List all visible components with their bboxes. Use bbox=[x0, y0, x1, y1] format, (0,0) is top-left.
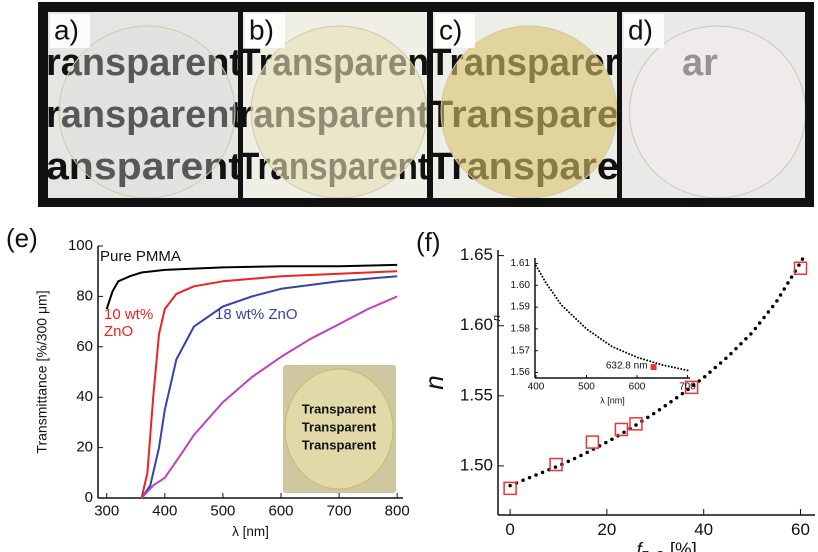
x-tick-label: 800 bbox=[385, 502, 410, 519]
y-axis-label: Transmittance [%/300 μm] bbox=[34, 290, 50, 453]
photo-panel: ar d) bbox=[622, 12, 806, 198]
figure: ransparentransparentansparenta)Transpare… bbox=[0, 0, 818, 552]
photo-panel: TransparenransparentTransparentb) bbox=[239, 12, 429, 198]
y-tick-label: 40 bbox=[76, 388, 93, 405]
x-tick-label: 20 bbox=[597, 520, 616, 539]
annotation-marker bbox=[651, 364, 657, 370]
y-tick-label: 1.50 bbox=[460, 455, 493, 474]
panel-label: d) bbox=[628, 14, 653, 45]
series-line bbox=[510, 254, 805, 485]
series-label: Pure PMMA bbox=[100, 248, 220, 265]
y-tick-label: 1.59 bbox=[511, 302, 531, 313]
sample-disc bbox=[59, 26, 235, 198]
x-tick-label: 600 bbox=[629, 382, 646, 393]
x-tick-label: 500 bbox=[578, 382, 595, 393]
x-tick-label: 700 bbox=[327, 502, 352, 519]
x-axis-label: fZnO[%] bbox=[637, 539, 697, 552]
x-axis-label: λ [nm] bbox=[232, 524, 269, 539]
y-tick-label: 1.58 bbox=[511, 324, 531, 335]
x-label-unit: [%] bbox=[670, 539, 697, 552]
series-label: 10 wt% ZnO bbox=[104, 306, 156, 340]
x-tick-label: 600 bbox=[268, 502, 293, 519]
data-point bbox=[586, 436, 598, 448]
series-label-box: 10 wt% ZnO bbox=[104, 306, 156, 346]
series-label: 18 wt% ZnO bbox=[215, 306, 335, 323]
x-axis-label: λ [nm] bbox=[600, 395, 625, 405]
y-tick-label: 0 bbox=[85, 489, 93, 506]
y-tick-label: 80 bbox=[76, 287, 93, 304]
annotation: 632.8 nm bbox=[606, 361, 648, 372]
sample-disc bbox=[251, 26, 427, 198]
y-tick-label: 1.65 bbox=[460, 245, 493, 264]
y-tick-label: 1.56 bbox=[511, 367, 531, 378]
x-tick-label: 500 bbox=[210, 502, 235, 519]
y-tick-label: 1.60 bbox=[460, 315, 493, 334]
inset-text: Transparent bbox=[302, 419, 377, 434]
sample-disc bbox=[441, 26, 617, 198]
y-tick-label: 60 bbox=[76, 338, 93, 355]
y-tick-label: 1.57 bbox=[511, 345, 531, 356]
y-axis-label: n bbox=[491, 315, 503, 321]
y-tick-label: 1.61 bbox=[511, 258, 531, 269]
series-label-box: Pure PMMA bbox=[100, 248, 220, 288]
inset-text: Transparent bbox=[302, 401, 377, 416]
series-line bbox=[536, 266, 688, 371]
x-tick-label: 400 bbox=[152, 502, 177, 519]
y-axis-label: n bbox=[419, 375, 449, 389]
x-tick-label: 60 bbox=[791, 520, 810, 539]
photo-text: ar bbox=[682, 42, 718, 84]
page: ransparentransparentansparenta)Transpare… bbox=[0, 0, 818, 552]
y-tick-label: 20 bbox=[76, 439, 93, 456]
x-tick-label: 400 bbox=[528, 382, 545, 393]
x-tick-label: 300 bbox=[94, 502, 119, 519]
x-tick-label: 0 bbox=[505, 520, 514, 539]
inset-text: Transparent bbox=[302, 437, 377, 452]
y-tick-label: 100 bbox=[68, 237, 93, 254]
panel-label: a) bbox=[54, 14, 79, 45]
photo-panel: TransparerTranspareTransparec) bbox=[429, 12, 619, 198]
panel-label: b) bbox=[249, 14, 274, 45]
panel-label: (f) bbox=[416, 227, 441, 257]
panel-label: (e) bbox=[6, 223, 38, 253]
x-tick-label: 40 bbox=[694, 520, 713, 539]
y-tick-label: 1.60 bbox=[511, 280, 531, 291]
x-tick-label: 700 bbox=[679, 382, 696, 393]
series-label-box: 18 wt% ZnO bbox=[215, 306, 335, 346]
y-tick-label: 1.55 bbox=[460, 385, 493, 404]
panel-label: c) bbox=[439, 14, 462, 45]
data-point bbox=[615, 423, 627, 435]
